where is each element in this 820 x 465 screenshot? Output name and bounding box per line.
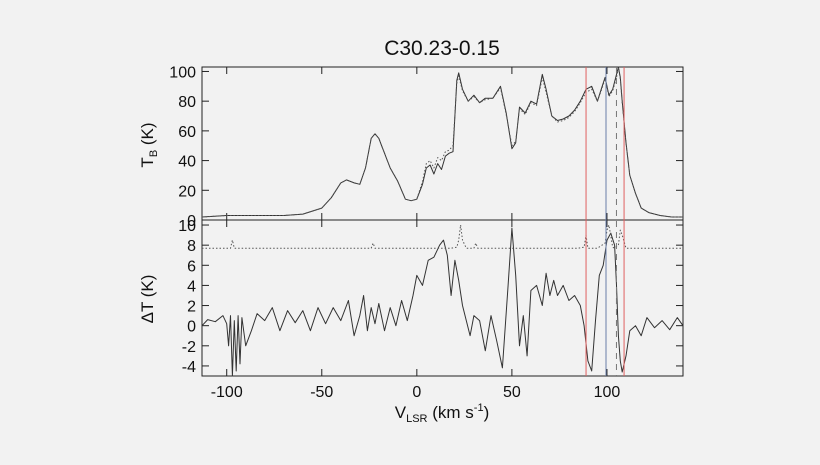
top-ytick-label: 80 [178, 94, 196, 111]
top-series-dotted [201, 68, 683, 218]
top-ytick-label: 0 [187, 213, 196, 230]
bottom-ytick-label: 10 [178, 218, 196, 235]
bottom-ytick-label: 8 [187, 238, 196, 255]
xtick-label: 100 [594, 384, 621, 401]
top-ytick-label: 60 [178, 124, 196, 141]
bottom-ytick-label: -4 [182, 359, 196, 376]
bottom-ytick-label: 4 [187, 278, 196, 295]
chart-title: C30.23-0.15 [384, 37, 500, 60]
top-series-solid [201, 66, 683, 218]
x-axis-label: VLSR (km s-1) [395, 402, 489, 425]
bottom-ytick-label: 0 [187, 319, 196, 336]
top-ytick-label: 100 [169, 64, 196, 81]
xtick-label: -100 [211, 384, 243, 401]
xtick-label: 0 [412, 384, 421, 401]
velocity-markers [585, 67, 625, 376]
bottom-ytick-label: 2 [187, 299, 196, 316]
bottom-ylabel: ΔT (K) [138, 275, 157, 324]
top-ylabel: TB (K) [138, 122, 160, 167]
xtick-label: -50 [310, 384, 333, 401]
bottom-series-dotted [202, 224, 683, 249]
xtick-label: 50 [503, 384, 521, 401]
bottom-series-solid [201, 227, 684, 377]
bottom-ytick-label: 6 [187, 258, 196, 275]
top-ytick-label: 40 [178, 154, 196, 171]
bottom-plot-frame [201, 219, 684, 377]
top-panel-tb: 0 20 40 60 80 100 [169, 64, 684, 230]
bottom-ytick-label: -2 [182, 339, 196, 356]
top-ytick-label: 20 [178, 183, 196, 200]
bottom-panel-delta-t: -4 -2 0 2 4 6 8 10 -100 -50 0 50 100 [178, 218, 684, 401]
